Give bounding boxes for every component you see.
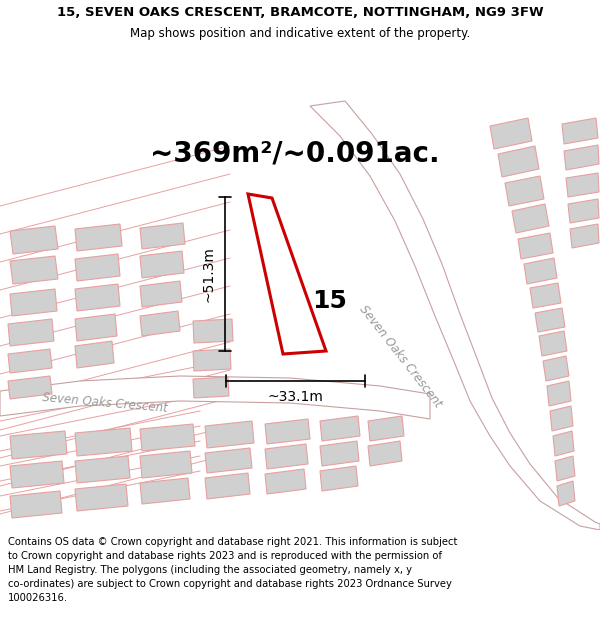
Polygon shape <box>265 469 306 494</box>
Polygon shape <box>193 349 231 371</box>
Polygon shape <box>75 456 130 483</box>
Polygon shape <box>562 118 598 144</box>
Polygon shape <box>512 204 549 233</box>
Text: Map shows position and indicative extent of the property.: Map shows position and indicative extent… <box>130 26 470 39</box>
Polygon shape <box>8 319 54 346</box>
Polygon shape <box>205 473 250 499</box>
Polygon shape <box>490 118 532 149</box>
Polygon shape <box>553 431 574 456</box>
Polygon shape <box>518 233 553 259</box>
Polygon shape <box>10 461 64 488</box>
Polygon shape <box>10 491 62 518</box>
Polygon shape <box>75 484 128 511</box>
Polygon shape <box>570 224 599 248</box>
Polygon shape <box>320 416 360 441</box>
Text: co-ordinates) are subject to Crown copyright and database rights 2023 Ordnance S: co-ordinates) are subject to Crown copyr… <box>8 579 452 589</box>
Polygon shape <box>568 199 599 223</box>
Polygon shape <box>10 431 67 459</box>
Polygon shape <box>539 331 567 356</box>
Polygon shape <box>205 448 252 473</box>
Polygon shape <box>248 194 326 354</box>
Polygon shape <box>557 481 575 506</box>
Polygon shape <box>140 251 184 278</box>
Text: Seven Oaks Crescent: Seven Oaks Crescent <box>42 391 168 415</box>
Polygon shape <box>75 341 114 368</box>
Polygon shape <box>8 349 52 373</box>
Polygon shape <box>10 226 58 254</box>
Polygon shape <box>543 356 569 381</box>
Polygon shape <box>530 283 561 308</box>
Polygon shape <box>75 224 122 251</box>
Text: HM Land Registry. The polygons (including the associated geometry, namely x, y: HM Land Registry. The polygons (includin… <box>8 565 412 575</box>
Polygon shape <box>524 258 557 284</box>
Polygon shape <box>547 381 571 406</box>
Polygon shape <box>140 223 185 249</box>
Polygon shape <box>505 176 544 206</box>
Polygon shape <box>550 406 573 431</box>
Text: ~369m²/~0.091ac.: ~369m²/~0.091ac. <box>150 140 440 168</box>
Text: 15: 15 <box>313 289 347 313</box>
Text: Seven Oaks Crescent: Seven Oaks Crescent <box>356 302 444 409</box>
Polygon shape <box>368 416 404 441</box>
Polygon shape <box>320 441 359 466</box>
Polygon shape <box>10 289 57 316</box>
Polygon shape <box>555 456 575 481</box>
Polygon shape <box>205 421 254 448</box>
Polygon shape <box>265 444 308 469</box>
Polygon shape <box>368 441 402 466</box>
Polygon shape <box>193 319 233 343</box>
Text: ~33.1m: ~33.1m <box>268 390 323 404</box>
Polygon shape <box>8 376 52 399</box>
Text: 100026316.: 100026316. <box>8 593 68 603</box>
Polygon shape <box>320 466 358 491</box>
Text: to Crown copyright and database rights 2023 and is reproduced with the permissio: to Crown copyright and database rights 2… <box>8 551 442 561</box>
Polygon shape <box>140 451 192 478</box>
Polygon shape <box>310 101 600 530</box>
Polygon shape <box>0 376 430 419</box>
Polygon shape <box>193 377 229 398</box>
Text: ~51.3m: ~51.3m <box>202 246 216 302</box>
Polygon shape <box>564 145 599 170</box>
Polygon shape <box>75 284 120 311</box>
Polygon shape <box>75 428 132 456</box>
Polygon shape <box>265 419 310 444</box>
Polygon shape <box>566 173 599 197</box>
Polygon shape <box>140 424 195 451</box>
Polygon shape <box>535 308 565 332</box>
Polygon shape <box>75 254 120 281</box>
Polygon shape <box>75 314 117 341</box>
Text: Contains OS data © Crown copyright and database right 2021. This information is : Contains OS data © Crown copyright and d… <box>8 537 457 547</box>
Polygon shape <box>140 281 182 307</box>
Text: 15, SEVEN OAKS CRESCENT, BRAMCOTE, NOTTINGHAM, NG9 3FW: 15, SEVEN OAKS CRESCENT, BRAMCOTE, NOTTI… <box>56 6 544 19</box>
Polygon shape <box>10 256 58 284</box>
Polygon shape <box>498 146 539 177</box>
Polygon shape <box>140 311 180 336</box>
Polygon shape <box>140 478 190 504</box>
